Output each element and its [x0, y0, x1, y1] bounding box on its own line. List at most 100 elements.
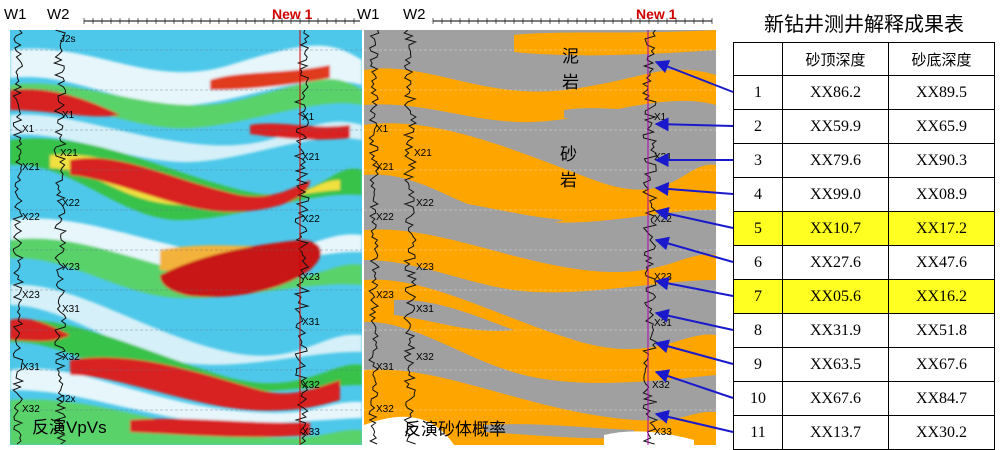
well-label-w1-left: W1 — [4, 6, 27, 23]
row-index: 10 — [733, 381, 783, 416]
row-index: 7 — [733, 279, 783, 314]
row-index: 3 — [733, 143, 783, 178]
horizon-label: X1 — [654, 112, 667, 123]
well-label-w2-right: W2 — [403, 6, 426, 23]
horizon-label: X21 — [414, 148, 432, 159]
horizon-label: X23 — [654, 272, 672, 283]
horizon-label: X31 — [654, 318, 672, 329]
well-label-w2-left: W2 — [47, 6, 70, 23]
horizon-label: X1 — [376, 124, 389, 135]
horizon-label: X21 — [22, 162, 40, 173]
sand-bottom-depth-cell: XX30.2 — [888, 415, 995, 450]
rock-label-mud-1: 泥 — [562, 47, 579, 67]
sand-bottom-depth-cell: XX90.3 — [888, 143, 995, 178]
row-index: 8 — [733, 313, 783, 348]
sand-top-depth-cell: XX59.9 — [782, 109, 889, 144]
sand-bottom-depth-cell: XX84.7 — [888, 381, 995, 416]
horizon-label: X32 — [22, 404, 40, 415]
horizon-label: X22 — [416, 198, 434, 209]
table-row: 5 XX10.7 XX17.2 — [733, 211, 995, 246]
table-header-row: 砂顶深度 砂底深度 — [733, 42, 995, 76]
row-index: 9 — [733, 347, 783, 382]
well-label-w1-right: W1 — [357, 6, 380, 23]
horizon-label: X23 — [376, 290, 394, 301]
sand-probability-panel: X1 X1 X21 X21 X21 X22 X22 X22 X23 X23 X2… — [364, 30, 716, 445]
row-index: 1 — [733, 75, 783, 110]
sand-top-depth-cell: XX67.6 — [782, 381, 889, 416]
sand-bottom-depth-cell: XX67.6 — [888, 347, 995, 382]
vpvs-inversion-panel: J2s X1 X1 X1 X21 X21 X21 X22 X22 X22 X23… — [10, 30, 362, 445]
horizon-label: X22 — [62, 198, 80, 209]
horizon-label: X23 — [416, 262, 434, 273]
sand-top-depth-cell: XX10.7 — [782, 211, 889, 246]
sand-bottom-depth-cell: XX17.2 — [888, 211, 995, 246]
interpretation-results-table: 砂顶深度 砂底深度 1 XX86.2 XX89.5 2 XX59.9 XX65.9 3 XX7… — [733, 42, 995, 450]
horizon-label: X23 — [302, 272, 320, 283]
horizon-label: X32 — [302, 380, 320, 391]
horizon-label: X1 — [302, 112, 315, 123]
horizon-label: X21 — [302, 152, 320, 163]
table-row: 2 XX59.9 XX65.9 — [733, 109, 995, 144]
horizon-label: X1 — [22, 124, 35, 135]
horizon-label: X1 — [62, 110, 75, 121]
sand-bottom-depth-cell: XX89.5 — [888, 75, 995, 110]
table-row: 8 XX31.9 XX51.8 — [733, 313, 995, 348]
horizon-label: X32 — [62, 352, 80, 363]
rock-label-sand-2: 岩 — [560, 171, 577, 191]
table-row: 9 XX63.5 XX67.6 — [733, 347, 995, 382]
horizon-label: J2x — [60, 394, 76, 405]
sand-top-depth-cell: XX05.6 — [782, 279, 889, 314]
panel-caption: 反演砂体概率 — [404, 420, 506, 439]
horizon-label: X22 — [302, 214, 320, 225]
sand-top-depth-cell: XX13.7 — [782, 415, 889, 450]
panel-caption: 反演VpVs — [32, 418, 107, 437]
sand-top-depth-cell: XX63.5 — [782, 347, 889, 382]
table-row: 10 XX67.6 XX84.7 — [733, 381, 995, 416]
sand-bottom-depth-cell: XX08.9 — [888, 177, 995, 212]
row-index: 2 — [733, 109, 783, 144]
row-index: 11 — [733, 415, 783, 450]
sand-bottom-depth-cell: XX51.8 — [888, 313, 995, 348]
horizon-label: X31 — [416, 304, 434, 315]
header-sand-top-depth: 砂顶深度 — [782, 42, 889, 76]
table-row: 3 XX79.6 XX90.3 — [733, 143, 995, 178]
horizon-label: X23 — [62, 262, 80, 273]
rock-label-sand-1: 砂 — [560, 145, 577, 165]
table-row: 6 XX27.6 XX47.6 — [733, 245, 995, 280]
row-index: 5 — [733, 211, 783, 246]
horizon-label: J2s — [60, 34, 76, 45]
horizon-label: X31 — [376, 362, 394, 373]
horizon-label: X22 — [22, 212, 40, 223]
sand-top-depth-cell: XX86.2 — [782, 75, 889, 110]
header-index — [733, 42, 783, 76]
horizon-label: X21 — [654, 152, 672, 163]
sand-bottom-depth-cell: XX16.2 — [888, 279, 995, 314]
well-label-new1-right: New 1 — [636, 6, 677, 22]
sand-top-depth-cell: XX79.6 — [782, 143, 889, 178]
horizon-label: X22 — [376, 212, 394, 223]
sand-bottom-depth-cell: XX47.6 — [888, 245, 995, 280]
table-title: 新钻井测井解释成果表 — [764, 12, 964, 36]
horizon-label: X31 — [62, 304, 80, 315]
table-row: 4 XX99.0 XX08.9 — [733, 177, 995, 212]
row-index: 6 — [733, 245, 783, 280]
horizon-label: X31 — [22, 362, 40, 373]
horizon-label: X33 — [302, 427, 320, 438]
horizon-label: X32 — [652, 380, 670, 391]
table-row: 11 XX13.7 XX30.2 — [733, 415, 995, 450]
horizon-label: X33 — [654, 427, 672, 438]
rock-label-mud-2: 岩 — [562, 73, 579, 93]
sand-top-depth-cell: XX99.0 — [782, 177, 889, 212]
trace-ruler — [83, 18, 713, 24]
header-sand-bottom-depth: 砂底深度 — [888, 42, 995, 76]
horizon-label: X32 — [376, 404, 394, 415]
table-row: 1 XX86.2 XX89.5 — [733, 75, 995, 110]
horizon-label: X22 — [654, 214, 672, 225]
sand-top-depth-cell: XX31.9 — [782, 313, 889, 348]
horizon-label: X31 — [302, 317, 320, 328]
sand-top-depth-cell: XX27.6 — [782, 245, 889, 280]
horizon-label: X21 — [60, 148, 78, 159]
sand-bottom-depth-cell: XX65.9 — [888, 109, 995, 144]
horizon-label: X21 — [376, 162, 394, 173]
table-row: 7 XX05.6 XX16.2 — [733, 279, 995, 314]
